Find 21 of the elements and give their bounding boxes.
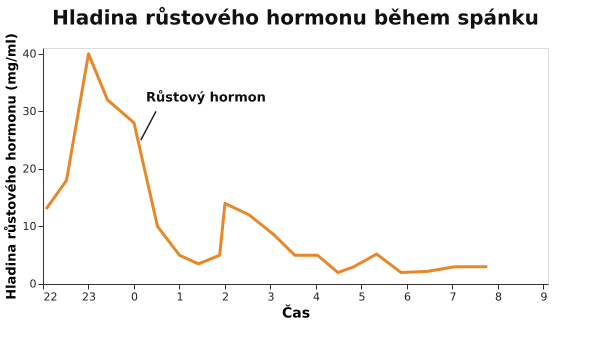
x-tick-label: 5 xyxy=(358,290,366,304)
chart-title: Hladina růstového hormonu během spánku xyxy=(52,6,539,30)
x-tick-label: 3 xyxy=(267,290,274,304)
y-tick-label: 0 xyxy=(30,278,36,290)
x-tick-label: 7 xyxy=(449,290,456,304)
x-tick-label: 23 xyxy=(82,290,96,304)
annotation: Růstový hormon xyxy=(146,89,266,106)
y-tick-label: 10 xyxy=(22,220,36,233)
x-tick-label: 8 xyxy=(494,290,502,304)
x-tick-label: 22 xyxy=(44,290,58,304)
x-tick-label: 2 xyxy=(222,290,229,304)
x-tick-label: 0 xyxy=(130,290,138,304)
y-tick-label: 40 xyxy=(22,47,36,60)
x-tick-label: 1 xyxy=(176,290,184,304)
x-axis-title: Čas xyxy=(282,304,310,322)
x-tick-label: 6 xyxy=(404,290,411,304)
x-tick-label: 9 xyxy=(540,290,548,304)
x-tick-label: 4 xyxy=(312,290,320,304)
y-axis-title: Hladina růstového hormonu (mg/ml) xyxy=(4,33,20,300)
y-tick-label: 20 xyxy=(22,162,36,176)
y-tick-label: 30 xyxy=(22,104,36,118)
